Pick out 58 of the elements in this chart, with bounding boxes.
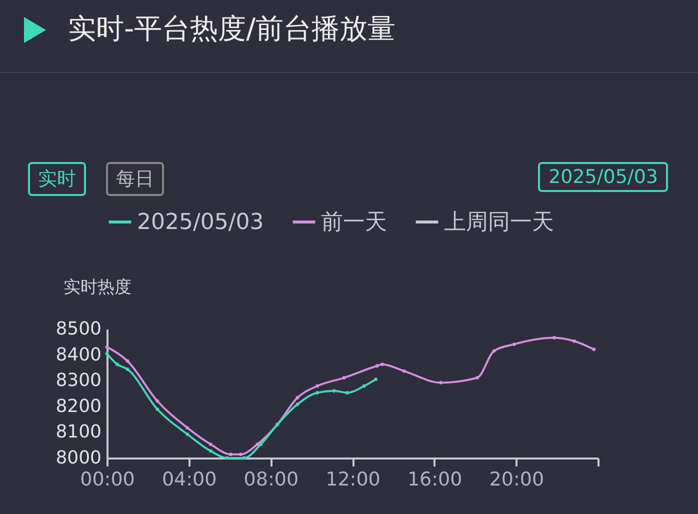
text: 2025/05/03 [538,162,668,192]
point [208,449,212,453]
point [380,362,384,366]
point [156,399,160,403]
legend-label: 上周同一天 [444,210,554,235]
point [115,362,119,366]
point [552,336,556,340]
point [242,456,246,460]
point [362,384,366,388]
x-tick-label: 20:00 [489,468,544,490]
y-tick-label: 8000 [56,448,102,468]
point [126,368,130,371]
point [316,384,320,388]
point [374,378,378,382]
x-tick-label: 08:00 [244,468,299,490]
point [239,452,243,456]
point [105,345,109,349]
point [572,339,576,343]
point [346,390,350,394]
point [332,389,336,393]
point [512,342,516,346]
point [375,364,379,368]
point [105,352,109,356]
point [156,408,160,411]
point [316,390,320,394]
text: 每日 [106,162,164,196]
point [259,442,263,446]
point [229,452,233,456]
legend-label: 2025/05/03 [137,210,264,235]
x-tick-label: 12:00 [326,468,380,490]
point [492,349,496,353]
y-tick-label: 8200 [56,396,102,417]
point [592,348,596,352]
point [256,442,260,446]
y-tick-label: 8500 [56,318,102,340]
point [296,402,300,406]
chart-title: 实时-平台热度/前台播放量 [68,11,396,47]
line-series [105,352,378,460]
point [186,426,190,430]
legend-label: 前一天 [321,210,387,235]
text: 实时 [28,162,86,196]
point [208,442,212,446]
line-series [105,336,596,456]
x-tick-label: 16:00 [407,468,462,490]
x-tick-label: 00:00 [80,468,135,490]
point [126,359,130,363]
y-tick-label: 8300 [56,370,102,392]
point [226,456,230,460]
y-tick-label: 8100 [56,422,102,443]
y-tick-label: 8400 [56,344,102,366]
point [186,432,190,436]
y-axis-title: 实时热度 [64,278,132,298]
point [342,376,346,380]
point [476,376,480,380]
point [402,369,406,373]
point [296,396,300,400]
x-tick-label: 04:00 [162,468,217,490]
point [439,380,443,384]
